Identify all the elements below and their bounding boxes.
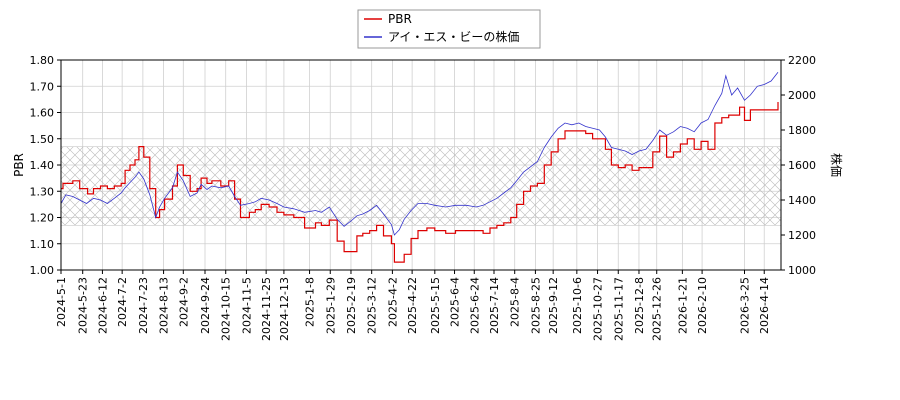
x-tick-label: 2025-6-24 xyxy=(468,277,481,334)
x-tick-label: 2025-9-12 xyxy=(547,277,560,334)
y-right-tick-label: 1200 xyxy=(788,229,816,242)
y-right-tick-labels: 1000 1200 1400 1600 1800 2000 2200 xyxy=(781,54,816,277)
y-left-tick-labels: 1.00 1.10 1.20 1.30 1.40 1.50 1.60 1.70 1.80 xyxy=(30,54,61,277)
legend-label-stock: アイ・エス・ビーの株価 xyxy=(388,29,519,44)
y-left-tick-label: 1.00 xyxy=(30,264,55,277)
y-left-tick-label: 1.70 xyxy=(30,80,55,93)
stock-price-line xyxy=(61,72,779,236)
x-tick-label: 2026-1-21 xyxy=(676,277,689,334)
x-tick-label: 2025-12-26 xyxy=(651,277,664,341)
x-tick-label: 2024-9-2 xyxy=(177,277,190,327)
x-tick-label: 2025-10-6 xyxy=(571,277,584,334)
y-left-tick-label: 1.80 xyxy=(30,54,55,67)
x-tick-label: 2025-3-12 xyxy=(366,277,379,334)
y-left-tick-label: 1.40 xyxy=(30,159,55,172)
y-left-tick-label: 1.30 xyxy=(30,185,55,198)
x-tick-label: 2025-1-8 xyxy=(304,277,317,327)
y-left-axis-label: PBR xyxy=(12,153,26,177)
x-tick-label: 2024-7-23 xyxy=(137,277,150,334)
x-tick-label: 2024-10-15 xyxy=(220,277,233,341)
y-right-axis-label: 株価 xyxy=(829,153,844,177)
x-tick-label: 2025-1-29 xyxy=(324,277,337,334)
x-tick-label: 2025-8-25 xyxy=(529,277,542,334)
x-tick-label: 2024-9-24 xyxy=(199,277,212,334)
x-tick-label: 2025-4-2 xyxy=(386,277,399,327)
legend: PBR アイ・エス・ビーの株価 xyxy=(357,9,541,49)
legend-label-pbr: PBR xyxy=(388,12,412,26)
x-tick-label: 2024-6-12 xyxy=(96,277,109,334)
x-tick-label: 2024-11-25 xyxy=(260,277,273,341)
x-tick-label: 2024-5-23 xyxy=(77,277,90,334)
x-tick-label: 2025-4-22 xyxy=(406,277,419,334)
y-left-tick-label: 1.60 xyxy=(30,107,55,120)
y-right-tick-label: 1800 xyxy=(788,124,816,137)
y-right-tick-label: 1400 xyxy=(788,194,816,207)
y-right-tick-label: 1000 xyxy=(788,264,816,277)
pbr-range-band xyxy=(60,146,782,226)
y-right-tick-label: 1600 xyxy=(788,159,816,172)
x-tick-label: 2024-11-5 xyxy=(240,277,253,334)
y-left-tick-label: 1.10 xyxy=(30,238,55,251)
x-tick-label: 2025-10-27 xyxy=(592,277,605,341)
y-right-tick-label: 2200 xyxy=(788,54,816,67)
y-right-tick-label: 2000 xyxy=(788,89,816,102)
legend-box xyxy=(357,9,541,49)
x-tick-label: 2024-8-13 xyxy=(158,277,171,334)
x-tick-label: 2024-5-1 xyxy=(55,277,68,327)
x-tick-label: 2025-2-19 xyxy=(345,277,358,334)
x-tick-label: 2025-12-8 xyxy=(633,277,646,334)
x-tick-label: 2024-12-13 xyxy=(278,277,291,341)
x-tick-label: 2026-3-25 xyxy=(739,277,752,334)
x-tick-label: 2026-4-14 xyxy=(758,277,771,334)
x-tick-label: 2025-11-17 xyxy=(612,277,625,341)
x-tick-label: 2024-7-2 xyxy=(116,277,129,327)
pbr-line xyxy=(61,102,779,263)
x-tick-label: 2025-6-4 xyxy=(449,277,462,327)
x-tick-label: 2025-8-4 xyxy=(509,277,522,327)
x-tick-label: 2025-7-14 xyxy=(488,277,501,334)
x-tick-labels: 2024-5-1 2024-5-23 2024-6-12 2024-7-2 2024-7… xyxy=(55,270,771,341)
x-tick-label: 2026-2-10 xyxy=(696,277,709,334)
y-left-tick-label: 1.20 xyxy=(30,212,55,225)
y-left-tick-label: 1.50 xyxy=(30,133,55,146)
x-tick-label: 2025-5-15 xyxy=(429,277,442,334)
